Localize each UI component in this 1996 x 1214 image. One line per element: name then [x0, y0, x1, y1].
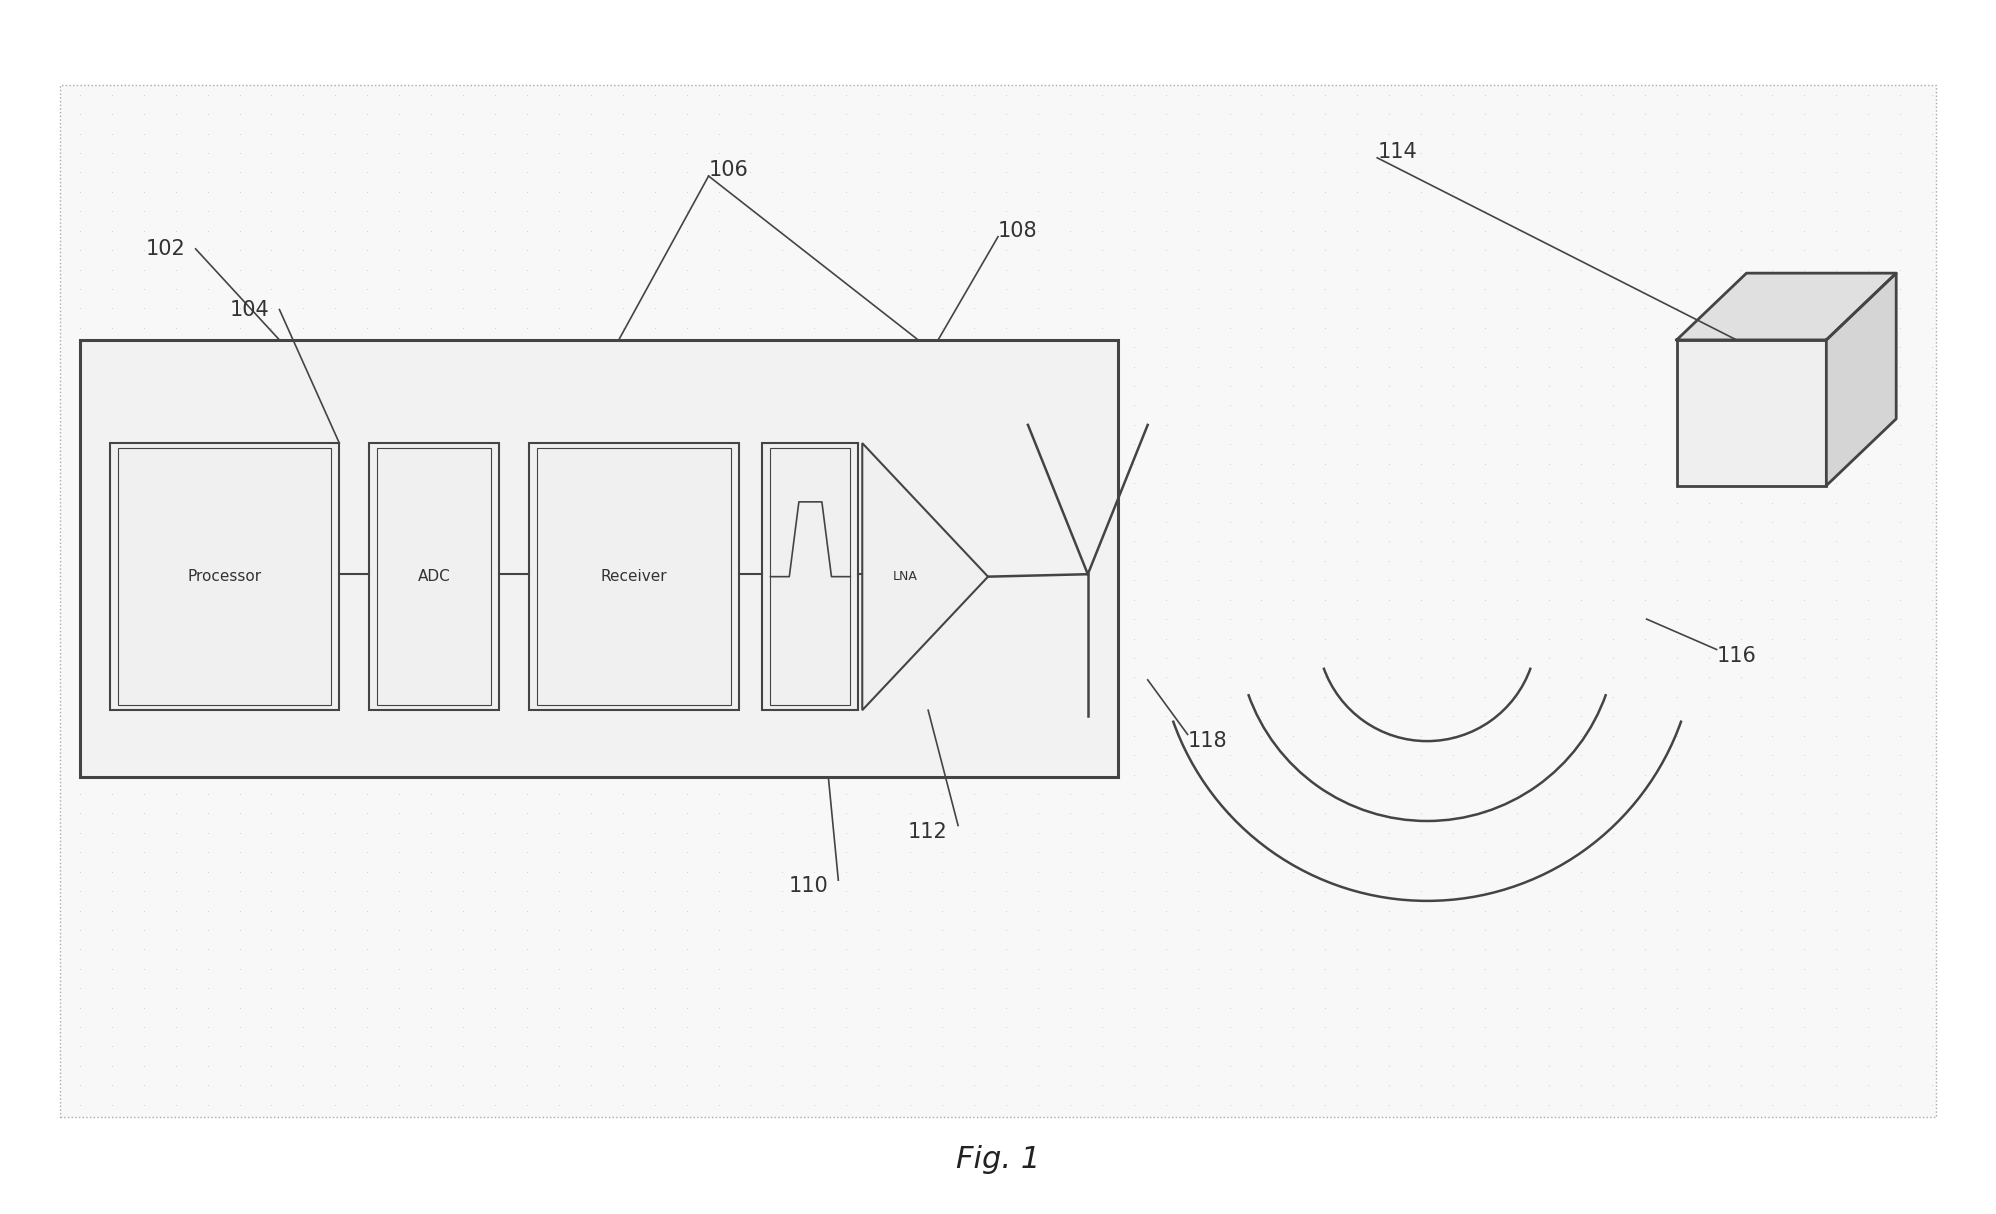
Text: 106: 106: [709, 160, 748, 180]
FancyBboxPatch shape: [762, 443, 858, 710]
FancyBboxPatch shape: [529, 443, 739, 710]
Text: 114: 114: [1377, 142, 1417, 161]
FancyBboxPatch shape: [80, 340, 1118, 777]
Text: Fig. 1: Fig. 1: [956, 1145, 1040, 1174]
Text: 118: 118: [1188, 731, 1228, 750]
FancyBboxPatch shape: [369, 443, 499, 710]
Polygon shape: [1826, 273, 1896, 486]
Text: 110: 110: [788, 877, 828, 896]
Text: LNA: LNA: [892, 571, 916, 583]
FancyBboxPatch shape: [1677, 340, 1826, 486]
Text: 102: 102: [146, 239, 186, 259]
Text: ADC: ADC: [417, 569, 451, 584]
Text: 104: 104: [230, 300, 269, 319]
Text: 108: 108: [998, 221, 1038, 240]
Text: Processor: Processor: [188, 569, 261, 584]
Polygon shape: [862, 443, 988, 710]
Text: 116: 116: [1717, 646, 1756, 665]
Polygon shape: [1677, 273, 1896, 340]
Text: 112: 112: [908, 822, 948, 841]
Text: Receiver: Receiver: [601, 569, 667, 584]
FancyBboxPatch shape: [60, 85, 1936, 1117]
FancyBboxPatch shape: [110, 443, 339, 710]
